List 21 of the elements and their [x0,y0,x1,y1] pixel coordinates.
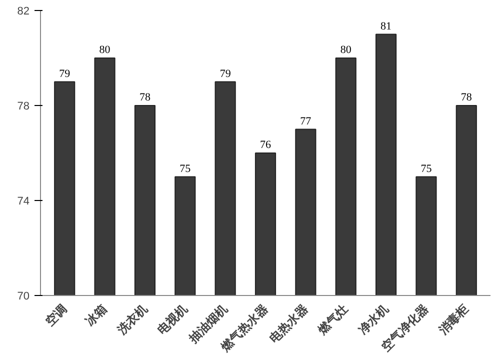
x-tick-label: 冰箱 [82,302,110,328]
data-label: 77 [300,115,312,128]
data-label: 79 [59,68,71,80]
x-tick-label: 空调 [42,302,70,328]
data-label: 80 [340,44,352,56]
x-tick-label: 洗衣机 [114,302,150,338]
data-label: 78 [139,92,151,104]
y-tick-label: 78 [17,100,30,112]
x-tick-label: 消毒柜 [435,302,472,338]
data-label: 75 [420,162,432,175]
data-label: 78 [460,92,472,104]
y-tick-label: 74 [17,196,30,208]
data-label: 76 [260,139,272,151]
y-tick-label: 70 [17,290,30,302]
data-label: 75 [180,162,192,175]
y-tick-label: 82 [17,6,30,18]
x-tick-label: 燃气灶 [314,302,351,338]
x-tick-label: 净水机 [356,302,391,337]
data-label: 79 [220,68,232,80]
data-label: 80 [99,44,111,56]
data-label: 81 [380,20,392,32]
